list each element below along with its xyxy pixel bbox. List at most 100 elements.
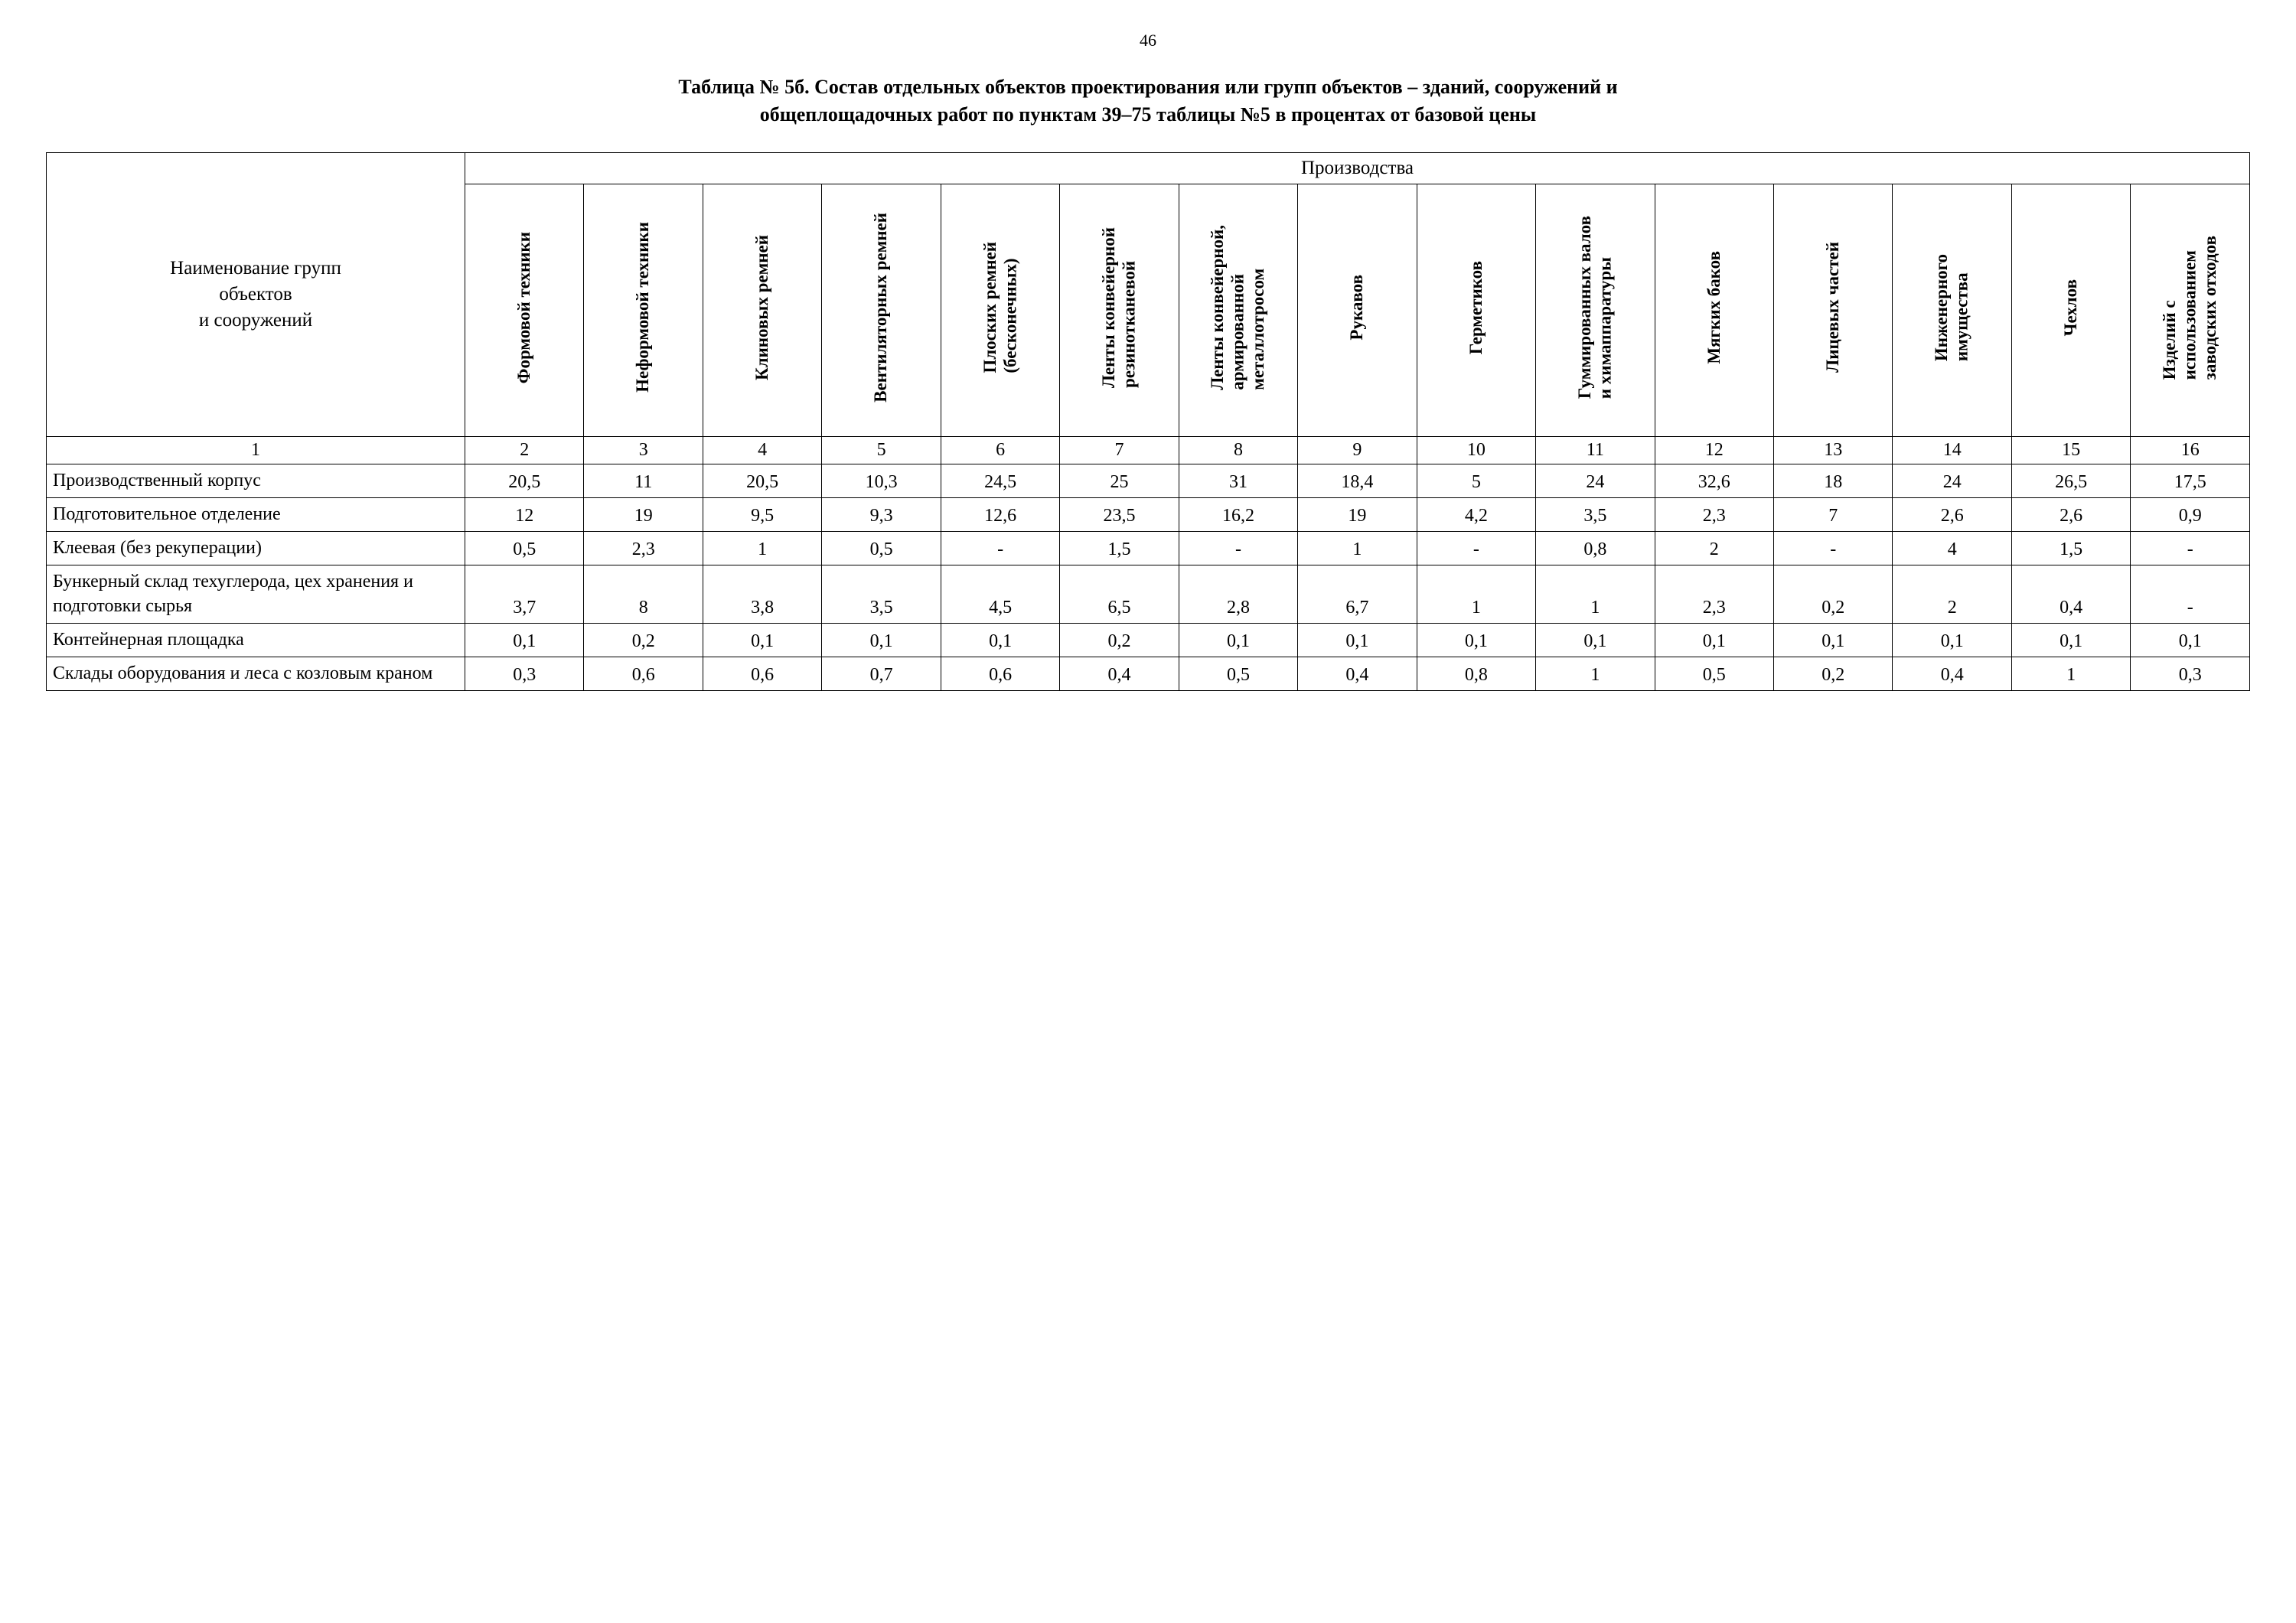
table-row: Клеевая (без рекуперации)0,52,310,5-1,5-… — [47, 532, 2250, 565]
data-cell: 2,6 — [2011, 497, 2130, 531]
data-cell: 3,5 — [822, 565, 941, 623]
column-header-label: Ленты конвейернойрезинотканевой — [1099, 227, 1140, 388]
data-cell: 0,1 — [822, 623, 941, 657]
column-number: 8 — [1179, 436, 1297, 464]
column-number: 14 — [1893, 436, 2011, 464]
data-cell: 6,7 — [1298, 565, 1417, 623]
data-table: Наименование группобъектови сооружений П… — [46, 152, 2250, 691]
data-cell: 4,2 — [1417, 497, 1535, 531]
data-cell: 0,1 — [1179, 623, 1297, 657]
table-title: Таблица № 5б. Состав отдельных объектов … — [101, 73, 2195, 129]
data-cell: 0,7 — [822, 657, 941, 690]
data-cell: 0,8 — [1536, 532, 1655, 565]
data-cell: - — [1774, 532, 1893, 565]
data-cell: 3,8 — [703, 565, 821, 623]
data-cell: - — [1179, 532, 1297, 565]
data-cell: 20,5 — [465, 464, 584, 497]
table-row: Бункерный склад техуглерода, цех хранени… — [47, 565, 2250, 623]
data-cell: 2,8 — [1179, 565, 1297, 623]
row-label: Производственный корпус — [47, 464, 465, 497]
row-label: Подготовительное отделение — [47, 497, 465, 531]
data-cell: 24 — [1893, 464, 2011, 497]
column-header: Мягких баков — [1655, 184, 1773, 436]
column-header-label: Инженерногоимущества — [1932, 254, 1972, 361]
data-cell: 20,5 — [703, 464, 821, 497]
column-header-label: Формовой техники — [514, 232, 534, 383]
data-cell: 0,1 — [1417, 623, 1535, 657]
column-header-label: Герметиков — [1466, 261, 1486, 354]
row-label: Контейнерная площадка — [47, 623, 465, 657]
column-header: Инженерногоимущества — [1893, 184, 2011, 436]
data-cell: 12 — [465, 497, 584, 531]
column-header-label: Гуммированных валови химаппаратуры — [1575, 216, 1616, 399]
column-header: Неформовой техники — [584, 184, 703, 436]
column-header: Гуммированных валови химаппаратуры — [1536, 184, 1655, 436]
data-cell: 0,4 — [1060, 657, 1179, 690]
data-cell: 26,5 — [2011, 464, 2130, 497]
column-header: Формовой техники — [465, 184, 584, 436]
data-cell: 0,2 — [1774, 657, 1893, 690]
data-cell: 0,2 — [584, 623, 703, 657]
data-cell: 1 — [1536, 657, 1655, 690]
data-cell: 9,3 — [822, 497, 941, 531]
data-cell: 0,1 — [703, 623, 821, 657]
column-header-label: Вентиляторных ремней — [871, 213, 891, 402]
data-cell: 24,5 — [941, 464, 1059, 497]
column-header: Плоских ремней(бесконечных) — [941, 184, 1059, 436]
column-header: Ленты конвейернойрезинотканевой — [1060, 184, 1179, 436]
data-cell: 8 — [584, 565, 703, 623]
data-cell: 4,5 — [941, 565, 1059, 623]
data-cell: 0,5 — [465, 532, 584, 565]
column-number: 3 — [584, 436, 703, 464]
data-cell: 25 — [1060, 464, 1179, 497]
data-cell: 0,6 — [584, 657, 703, 690]
data-cell: - — [2131, 565, 2250, 623]
data-cell: 1 — [1298, 532, 1417, 565]
data-cell: 23,5 — [1060, 497, 1179, 531]
column-header: Ленты конвейерной,армированнойметаллотро… — [1179, 184, 1297, 436]
data-cell: 0,6 — [941, 657, 1059, 690]
column-numbers-row: 12345678910111213141516 — [47, 436, 2250, 464]
column-header-label: Изделий сиспользованиемзаводских отходов — [2160, 236, 2220, 380]
data-cell: 2 — [1655, 532, 1773, 565]
column-number: 6 — [941, 436, 1059, 464]
row-header: Наименование группобъектови сооружений — [47, 152, 465, 436]
column-number: 13 — [1774, 436, 1893, 464]
column-header: Вентиляторных ремней — [822, 184, 941, 436]
data-cell: 31 — [1179, 464, 1297, 497]
data-cell: 0,1 — [2011, 623, 2130, 657]
data-cell: - — [1417, 532, 1535, 565]
data-cell: 0,1 — [1536, 623, 1655, 657]
column-header: Изделий сиспользованиемзаводских отходов — [2131, 184, 2250, 436]
data-cell: 0,3 — [465, 657, 584, 690]
data-cell: 1 — [1536, 565, 1655, 623]
column-number: 4 — [703, 436, 821, 464]
data-cell: 2,6 — [1893, 497, 2011, 531]
data-cell: - — [2131, 532, 2250, 565]
data-cell: - — [941, 532, 1059, 565]
column-header: Чехлов — [2011, 184, 2130, 436]
title-line-1: Таблица № 5б. Состав отдельных объектов … — [678, 76, 1617, 98]
data-cell: 0,1 — [941, 623, 1059, 657]
column-header: Рукавов — [1298, 184, 1417, 436]
data-cell: 18 — [1774, 464, 1893, 497]
data-cell: 0,1 — [2131, 623, 2250, 657]
data-cell: 2,3 — [1655, 497, 1773, 531]
column-header-label: Рукавов — [1347, 275, 1367, 341]
data-cell: 1 — [2011, 657, 2130, 690]
data-cell: 0,5 — [1655, 657, 1773, 690]
column-number: 10 — [1417, 436, 1535, 464]
column-header-label: Ленты конвейерной,армированнойметаллотро… — [1208, 225, 1268, 390]
data-cell: 3,5 — [1536, 497, 1655, 531]
data-cell: 1 — [1417, 565, 1535, 623]
table-body: Производственный корпус20,51120,510,324,… — [47, 464, 2250, 690]
column-header: Лицевых частей — [1774, 184, 1893, 436]
data-cell: 11 — [584, 464, 703, 497]
data-cell: 17,5 — [2131, 464, 2250, 497]
table-row: Производственный корпус20,51120,510,324,… — [47, 464, 2250, 497]
column-header-label: Мягких баков — [1704, 251, 1724, 364]
data-cell: 0,3 — [2131, 657, 2250, 690]
column-header-label: Плоских ремней(бесконечных) — [980, 242, 1021, 373]
data-cell: 0,9 — [2131, 497, 2250, 531]
data-cell: 0,1 — [1655, 623, 1773, 657]
